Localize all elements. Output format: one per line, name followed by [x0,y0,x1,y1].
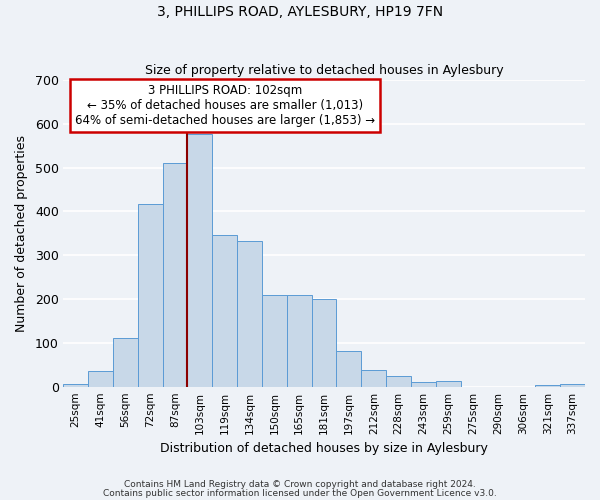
Text: Contains HM Land Registry data © Crown copyright and database right 2024.: Contains HM Land Registry data © Crown c… [124,480,476,489]
Bar [262,294,287,388]
Text: 3, PHILLIPS ROAD, AYLESBURY, HP19 7FN: 3, PHILLIPS ROAD, AYLESBURY, HP19 7FN [157,5,443,19]
Bar [411,382,436,388]
Bar [386,376,411,388]
Y-axis label: Number of detached properties: Number of detached properties [15,135,28,332]
X-axis label: Distribution of detached houses by size in Aylesbury: Distribution of detached houses by size … [160,442,488,455]
Bar [187,134,212,388]
Bar [212,235,237,388]
Bar [137,204,163,388]
Bar [560,384,585,388]
Bar [337,352,361,388]
Title: Size of property relative to detached houses in Aylesbury: Size of property relative to detached ho… [145,64,503,77]
Text: 3 PHILLIPS ROAD: 102sqm
← 35% of detached houses are smaller (1,013)
64% of semi: 3 PHILLIPS ROAD: 102sqm ← 35% of detache… [75,84,375,127]
Bar [237,241,262,388]
Text: Contains public sector information licensed under the Open Government Licence v3: Contains public sector information licen… [103,488,497,498]
Bar [287,295,311,388]
Bar [311,298,337,388]
Bar [163,163,187,388]
Bar [113,338,137,388]
Bar [361,370,386,388]
Bar [63,384,88,388]
Bar [535,385,560,388]
Bar [436,381,461,388]
Bar [88,371,113,388]
